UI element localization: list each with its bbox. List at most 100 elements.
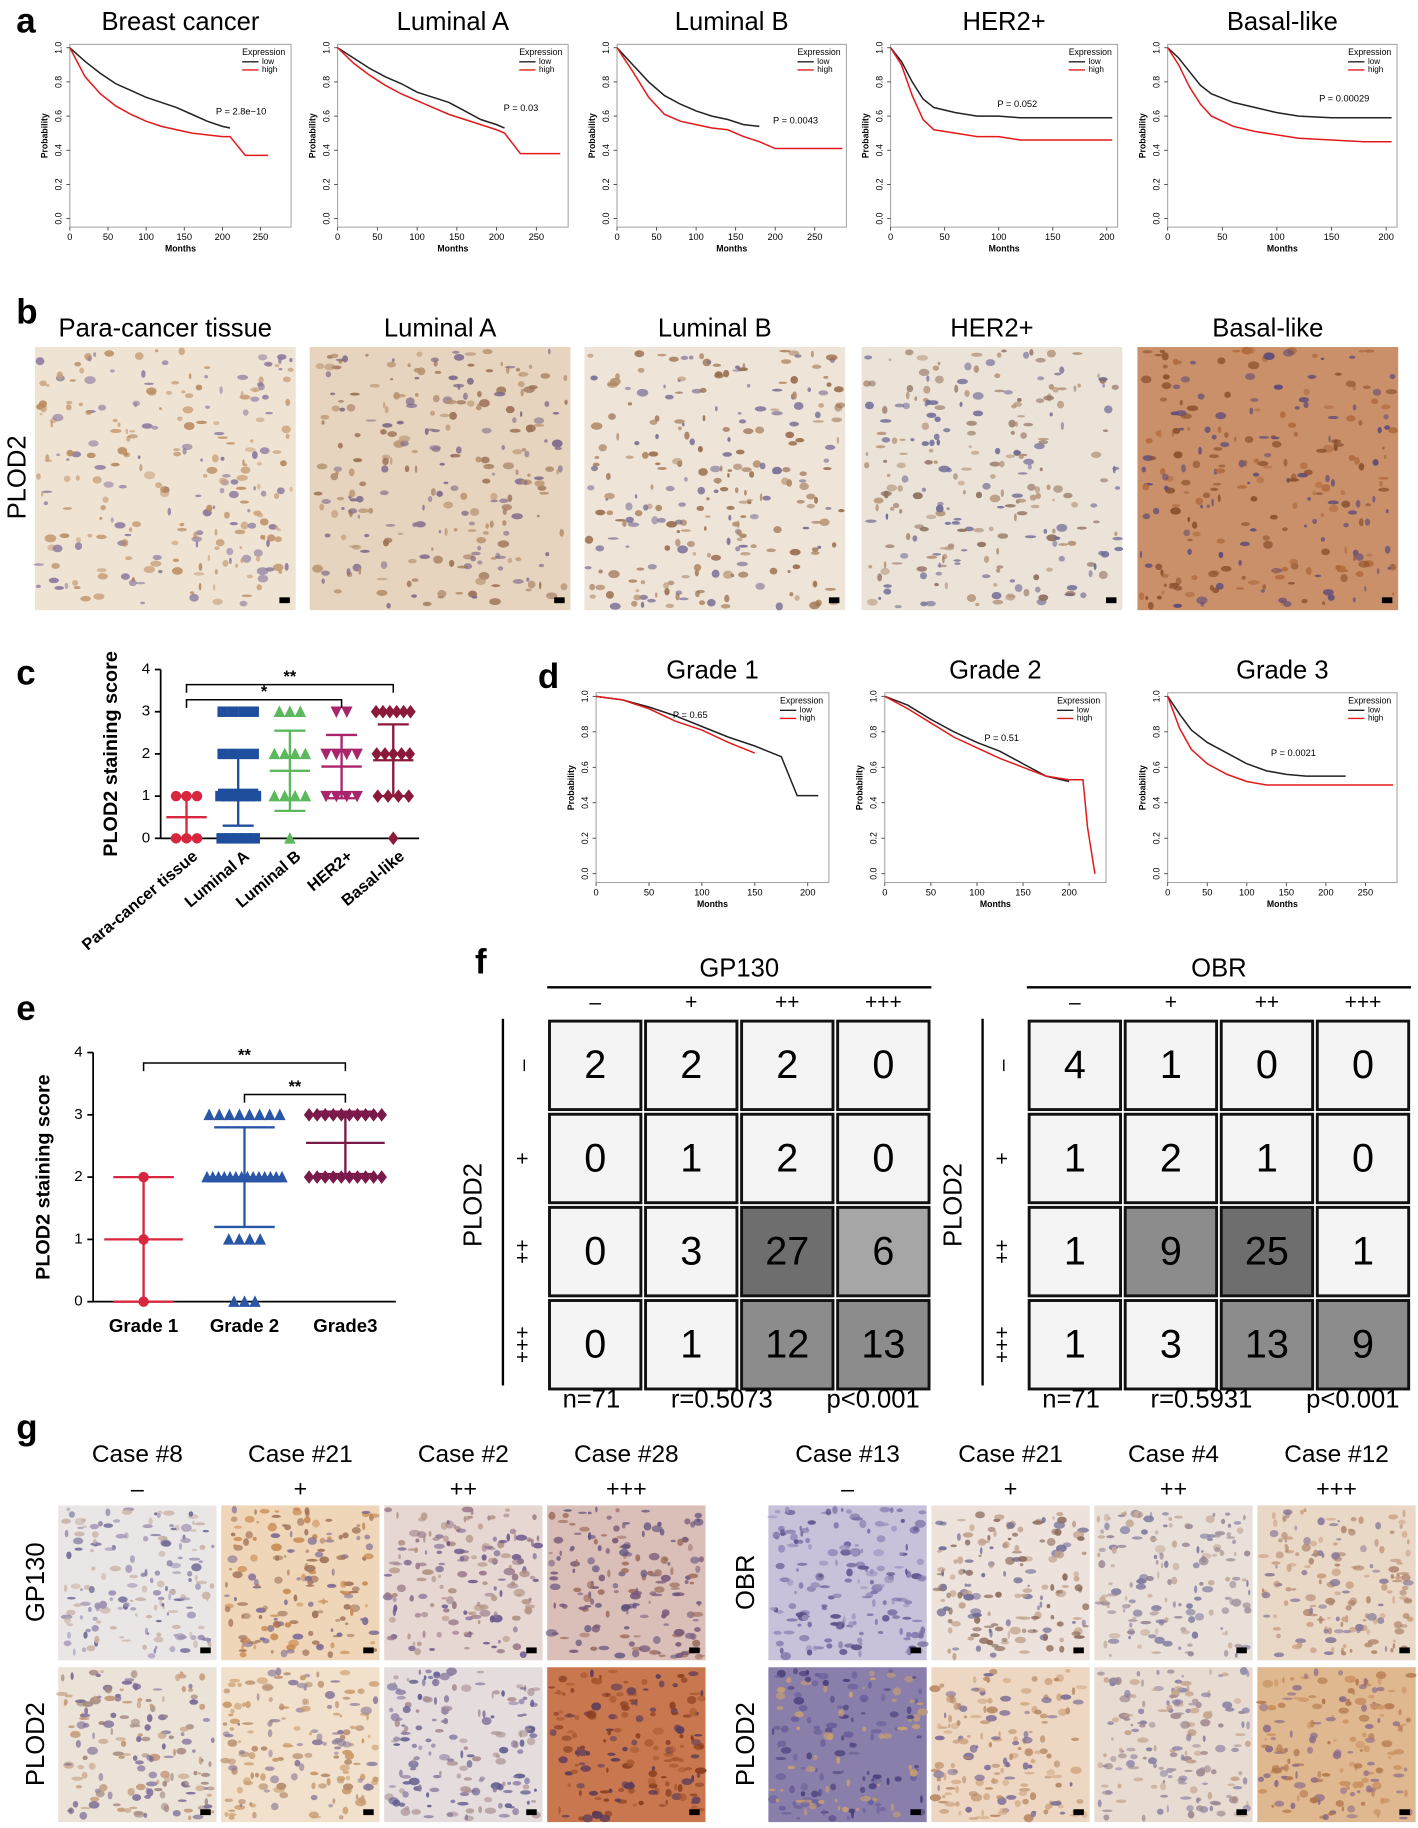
cell [882, 1600, 887, 1606]
cell [947, 1768, 959, 1776]
cell [1038, 440, 1049, 445]
cell [819, 518, 830, 527]
case-label: Case #4 [1128, 1441, 1219, 1468]
legend-title: Expression [242, 47, 285, 57]
cell [324, 533, 331, 538]
cell [500, 1553, 512, 1559]
cell [448, 559, 455, 567]
cell [595, 584, 606, 591]
cell [482, 1543, 490, 1548]
cell [1405, 1672, 1417, 1678]
cell [990, 1623, 999, 1627]
cell [215, 539, 225, 547]
cell [1211, 1553, 1218, 1557]
cell [92, 1616, 98, 1621]
cell [1401, 1573, 1411, 1582]
cell [867, 1528, 871, 1534]
cell [806, 1649, 813, 1656]
y-tick-label: 0.0 [54, 212, 64, 224]
cell [1172, 1562, 1180, 1571]
cell [477, 1709, 481, 1717]
cell [1196, 1768, 1206, 1777]
data-point [232, 833, 244, 844]
cell [610, 1757, 621, 1762]
cell [892, 1687, 902, 1696]
case-label: Case #21 [248, 1441, 353, 1468]
cell [281, 425, 291, 434]
cell [249, 1803, 257, 1808]
case-label: Case #28 [574, 1441, 679, 1468]
cell [402, 1705, 411, 1714]
cell [632, 1602, 637, 1609]
cell [318, 1783, 327, 1789]
cell [1119, 1747, 1123, 1753]
cell [968, 1817, 979, 1820]
cell [1037, 437, 1050, 441]
significance-bracket [185, 683, 395, 693]
cell [1233, 1744, 1242, 1748]
cell [962, 1532, 974, 1538]
cell [1264, 1573, 1276, 1577]
cell [203, 473, 208, 478]
cell [519, 411, 523, 418]
cell [390, 378, 394, 381]
cell [938, 1546, 947, 1551]
panel-label: b [16, 293, 37, 332]
cell [1352, 1781, 1360, 1789]
cell [302, 1649, 310, 1656]
cell [434, 1675, 441, 1679]
cell [1048, 384, 1055, 390]
cell [457, 1571, 468, 1578]
cell [339, 1616, 346, 1621]
cell [1058, 1708, 1067, 1716]
cell [1307, 497, 1312, 501]
cell [1136, 1578, 1147, 1584]
cell [891, 562, 903, 565]
cell [589, 583, 596, 591]
y-tick-label: 1.0 [601, 42, 611, 54]
cell [471, 1555, 477, 1560]
cell [274, 525, 279, 530]
cell [1232, 349, 1241, 353]
cell [881, 405, 888, 414]
cell [696, 1772, 701, 1778]
cell [899, 452, 908, 455]
cell [1303, 401, 1309, 409]
cell [1389, 563, 1397, 571]
cell [1214, 1531, 1226, 1536]
cell [1280, 1775, 1288, 1779]
cell [198, 562, 203, 571]
cell [400, 1808, 411, 1816]
cell [1317, 1770, 1322, 1778]
cell [1365, 1596, 1371, 1604]
cell [994, 1514, 1005, 1520]
panel-label: f [475, 942, 487, 981]
grade-label: + [1004, 1475, 1018, 1501]
cell [112, 1803, 121, 1807]
cell [1339, 1780, 1351, 1787]
cell [1267, 1704, 1277, 1711]
cell [87, 533, 93, 538]
cell [308, 1811, 319, 1819]
cell [807, 387, 812, 393]
cell [512, 1775, 519, 1779]
cell [1281, 566, 1289, 572]
cell [914, 1519, 926, 1528]
cell [559, 1550, 562, 1557]
cell [520, 1790, 531, 1795]
cell [811, 547, 819, 552]
cell [553, 1711, 560, 1716]
cell [398, 1540, 406, 1546]
cell [76, 1721, 87, 1729]
cell [250, 1554, 258, 1562]
cell [335, 470, 339, 476]
cell [987, 1697, 993, 1704]
cell [382, 401, 386, 409]
cell [396, 393, 406, 398]
cell [1154, 1627, 1159, 1635]
table-cell [644, 1112, 739, 1205]
cell [654, 1569, 662, 1577]
cell [607, 1569, 611, 1578]
cell [1214, 468, 1226, 474]
cell [179, 1726, 189, 1732]
